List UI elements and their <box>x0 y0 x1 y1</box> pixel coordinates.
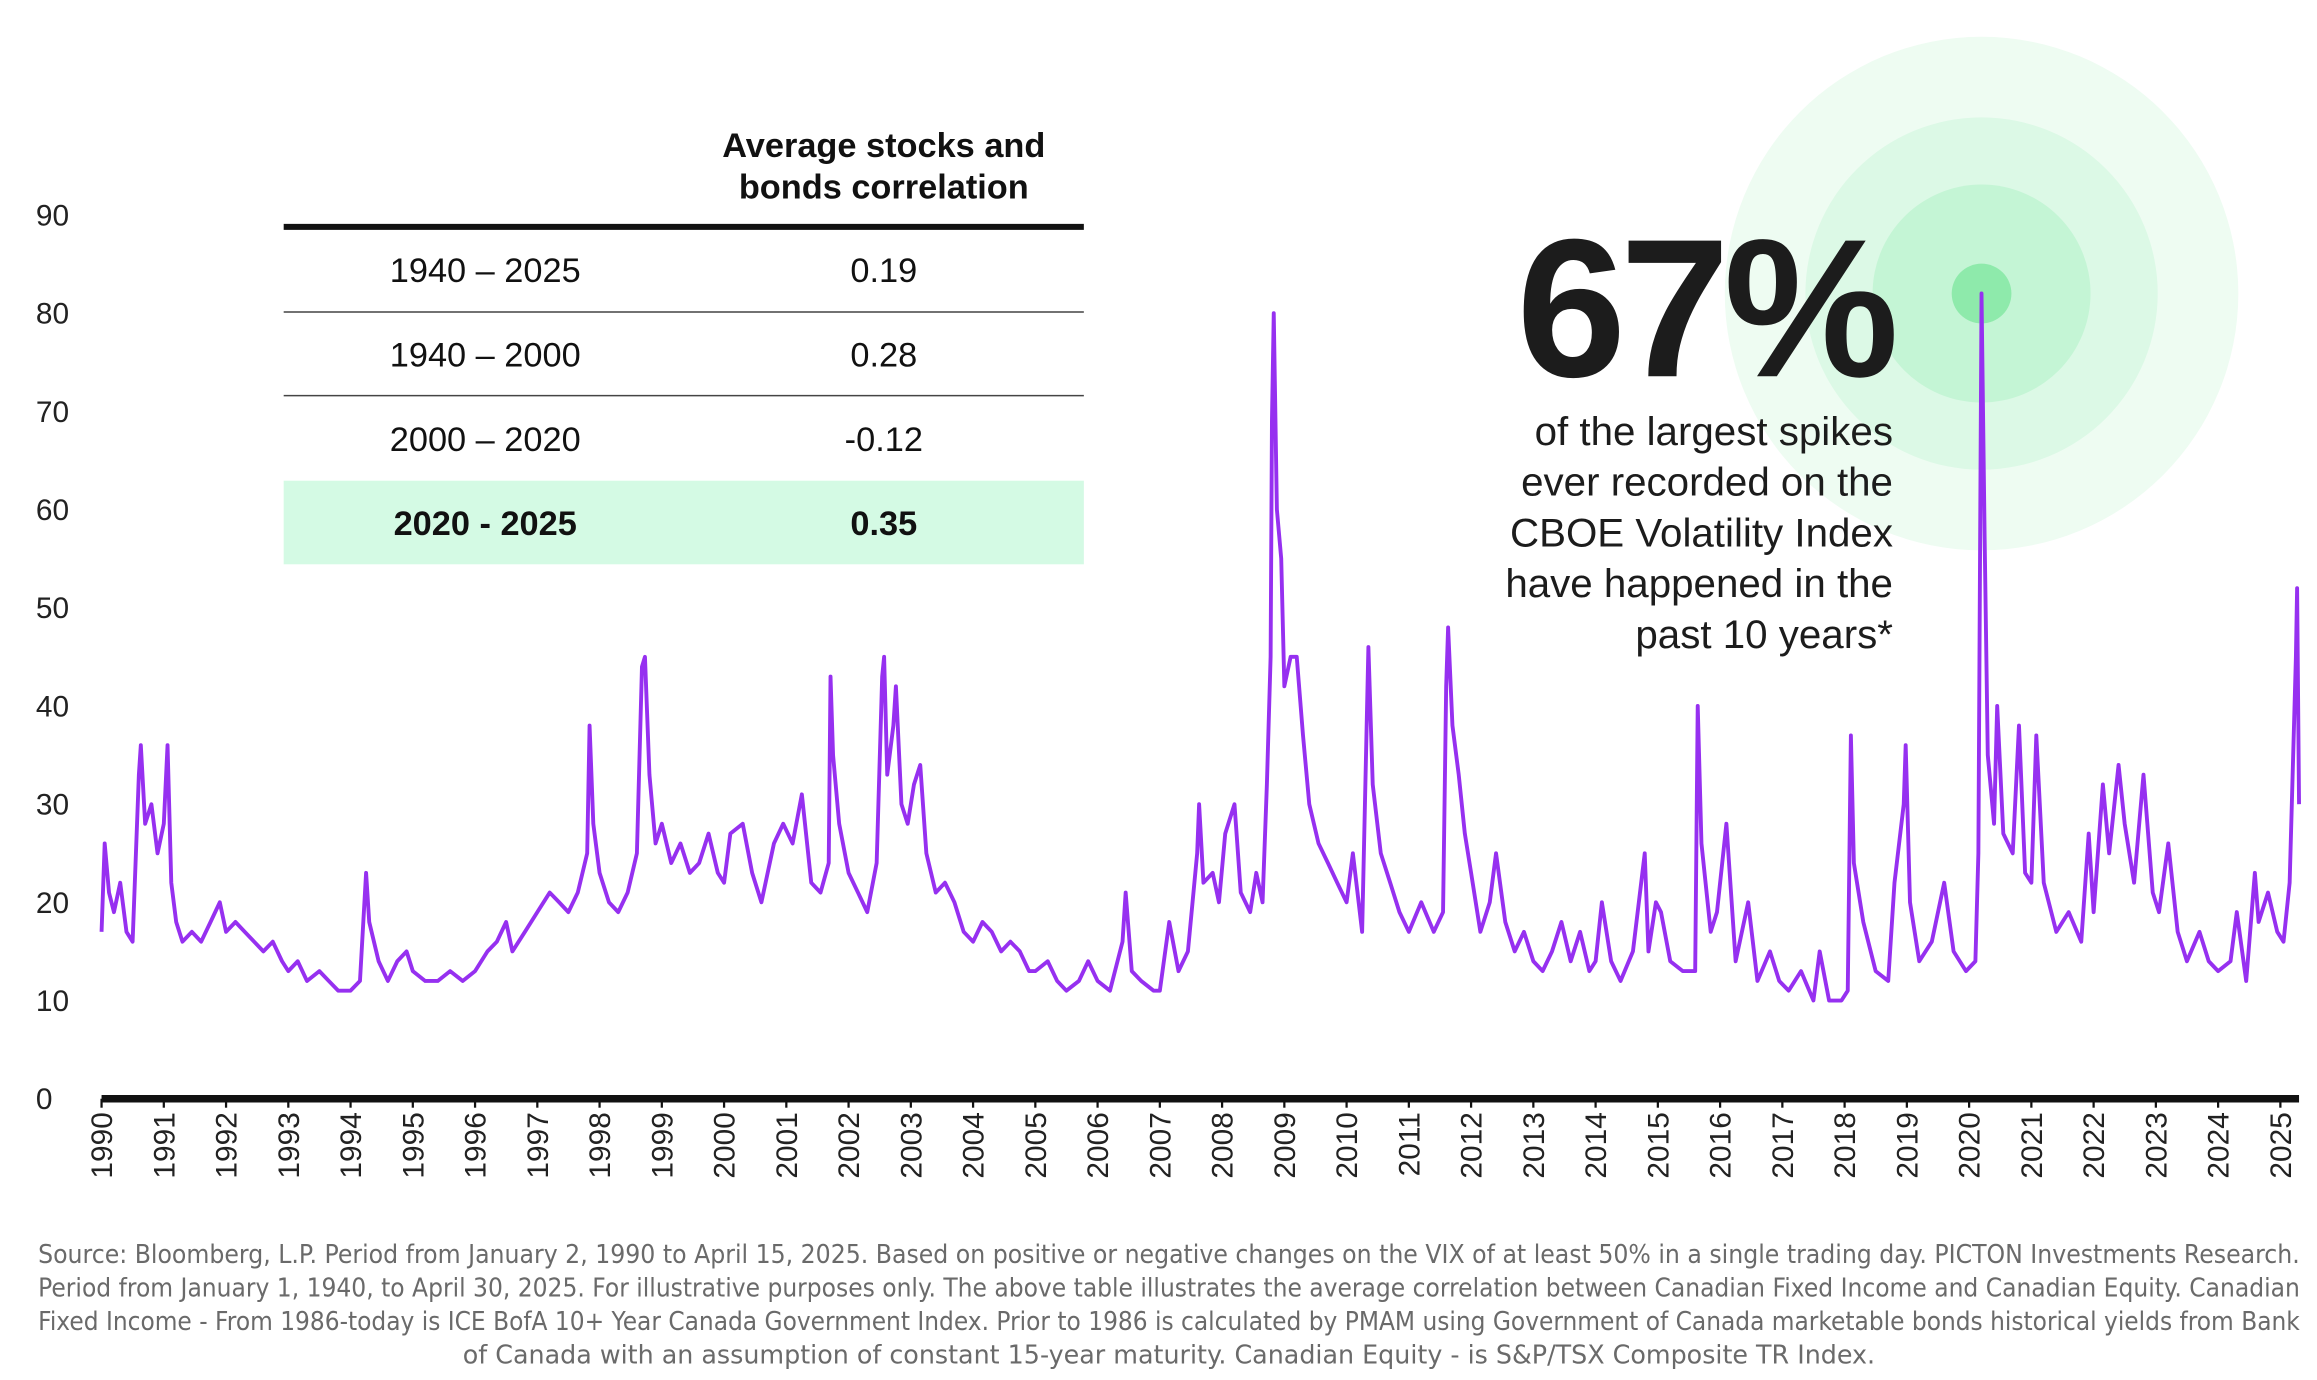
x-tick-label: 2018 <box>1829 1112 1862 1178</box>
x-tick-label: 1999 <box>646 1112 679 1178</box>
x-tick-label: 2017 <box>1767 1112 1800 1178</box>
x-tick-label: 2021 <box>2016 1112 2049 1178</box>
y-tick-label: 60 <box>36 494 69 527</box>
table-cell: 2000 – 2020 <box>390 421 581 459</box>
source-line: of Canada with an assumption of constant… <box>463 1340 1875 1370</box>
x-tick-label: 2023 <box>2140 1112 2173 1178</box>
x-tick-label: 1997 <box>522 1112 555 1178</box>
x-tick-label: 2008 <box>1207 1112 1240 1178</box>
x-tick-label: 2020 <box>1954 1112 1987 1178</box>
x-tick-label: 2019 <box>1891 1112 1924 1178</box>
x-tick-label: 1993 <box>273 1112 306 1178</box>
table-cell: 1940 – 2000 <box>390 336 581 374</box>
source-note: Source: Bloomberg, L.P. Period from Janu… <box>38 1239 2300 1370</box>
headline: 67% <box>1517 198 1895 418</box>
table-header: bonds correlation <box>739 169 1029 207</box>
table-cell: 1940 – 2025 <box>390 252 581 290</box>
x-tick-label: 2002 <box>833 1112 866 1178</box>
source-line: Source: Bloomberg, L.P. Period from Janu… <box>38 1239 2300 1269</box>
x-tick-label: 2022 <box>2078 1112 2111 1178</box>
correlation-table: Average stocks and bonds correlation 1940 … <box>283 127 1084 565</box>
x-tick-label: 2025 <box>2265 1112 2298 1178</box>
y-tick-label: 30 <box>36 789 69 822</box>
y-tick-label: 80 <box>36 298 69 331</box>
y-tick-label: 70 <box>36 396 69 429</box>
x-tick-label: 2024 <box>2203 1112 2236 1178</box>
annotation-line: ever recorded on the <box>1521 460 1893 505</box>
x-tick-label: 1995 <box>397 1112 430 1178</box>
y-tick-label: 50 <box>36 592 69 625</box>
table-cell: 0.35 <box>850 505 917 543</box>
x-tick-label: 2016 <box>1705 1112 1738 1178</box>
y-tick-label: 0 <box>36 1083 53 1116</box>
x-tick-label: 2014 <box>1580 1112 1613 1178</box>
x-tick-label: 2015 <box>1642 1112 1675 1178</box>
x-tick-label: 2000 <box>709 1112 742 1178</box>
x-tick-label: 1996 <box>460 1112 493 1178</box>
table-cell: 0.28 <box>850 336 917 374</box>
x-tick-label: 2010 <box>1331 1112 1364 1178</box>
x-tick-label: 2006 <box>1082 1112 1115 1178</box>
annotation-line: CBOE Volatility Index <box>1510 510 1893 555</box>
annotation: 67%of the largest spikes ever recorded on… <box>1505 198 1900 657</box>
x-tick-label: 2001 <box>771 1112 804 1178</box>
x-tick-label: 1998 <box>584 1112 617 1178</box>
x-tick-label: 2004 <box>958 1112 991 1178</box>
plot: 0 10 20 30 40 50 60 70 80 90 1990 1991 1992 1993 1994 1… <box>36 199 2301 1179</box>
x-tick-label: 2003 <box>895 1112 928 1178</box>
table-header: Average stocks and <box>722 127 1045 165</box>
highlight-row <box>283 480 1084 565</box>
x-tick-label: 2013 <box>1518 1112 1551 1178</box>
x-tick-label: 2007 <box>1144 1112 1177 1178</box>
x-tick-label: 2011 <box>1393 1112 1426 1176</box>
x-tick-label: 2005 <box>1020 1112 1053 1178</box>
annotation-line: have happened in the <box>1505 561 1893 606</box>
y-tick-label: 90 <box>36 199 69 232</box>
source-line: Fixed Income - From 1986-today is ICE Bo… <box>38 1306 2300 1336</box>
vix-line <box>99 291 2301 1003</box>
x-tick-label: 1990 <box>86 1112 119 1178</box>
annotation-line: of the largest spikes <box>1535 409 1893 454</box>
y-tick-label: 40 <box>36 690 69 723</box>
y-tick-label: 20 <box>36 887 69 920</box>
table-cell: -0.12 <box>845 421 923 459</box>
source-line: Period from January 1, 1940, to April 30… <box>38 1273 2300 1303</box>
table-cell: 0.19 <box>850 252 917 290</box>
x-tick-label: 2009 <box>1269 1112 1302 1178</box>
x-tick-label: 1994 <box>335 1112 368 1178</box>
x-tick-label: 1991 <box>148 1112 181 1178</box>
x-tick-label: 2012 <box>1456 1112 1489 1178</box>
x-tick-label: 1992 <box>211 1112 244 1178</box>
table-cell: 2020 - 2025 <box>394 505 577 543</box>
y-tick-label: 10 <box>36 985 69 1018</box>
annotation-line: past 10 years* <box>1635 612 1893 657</box>
